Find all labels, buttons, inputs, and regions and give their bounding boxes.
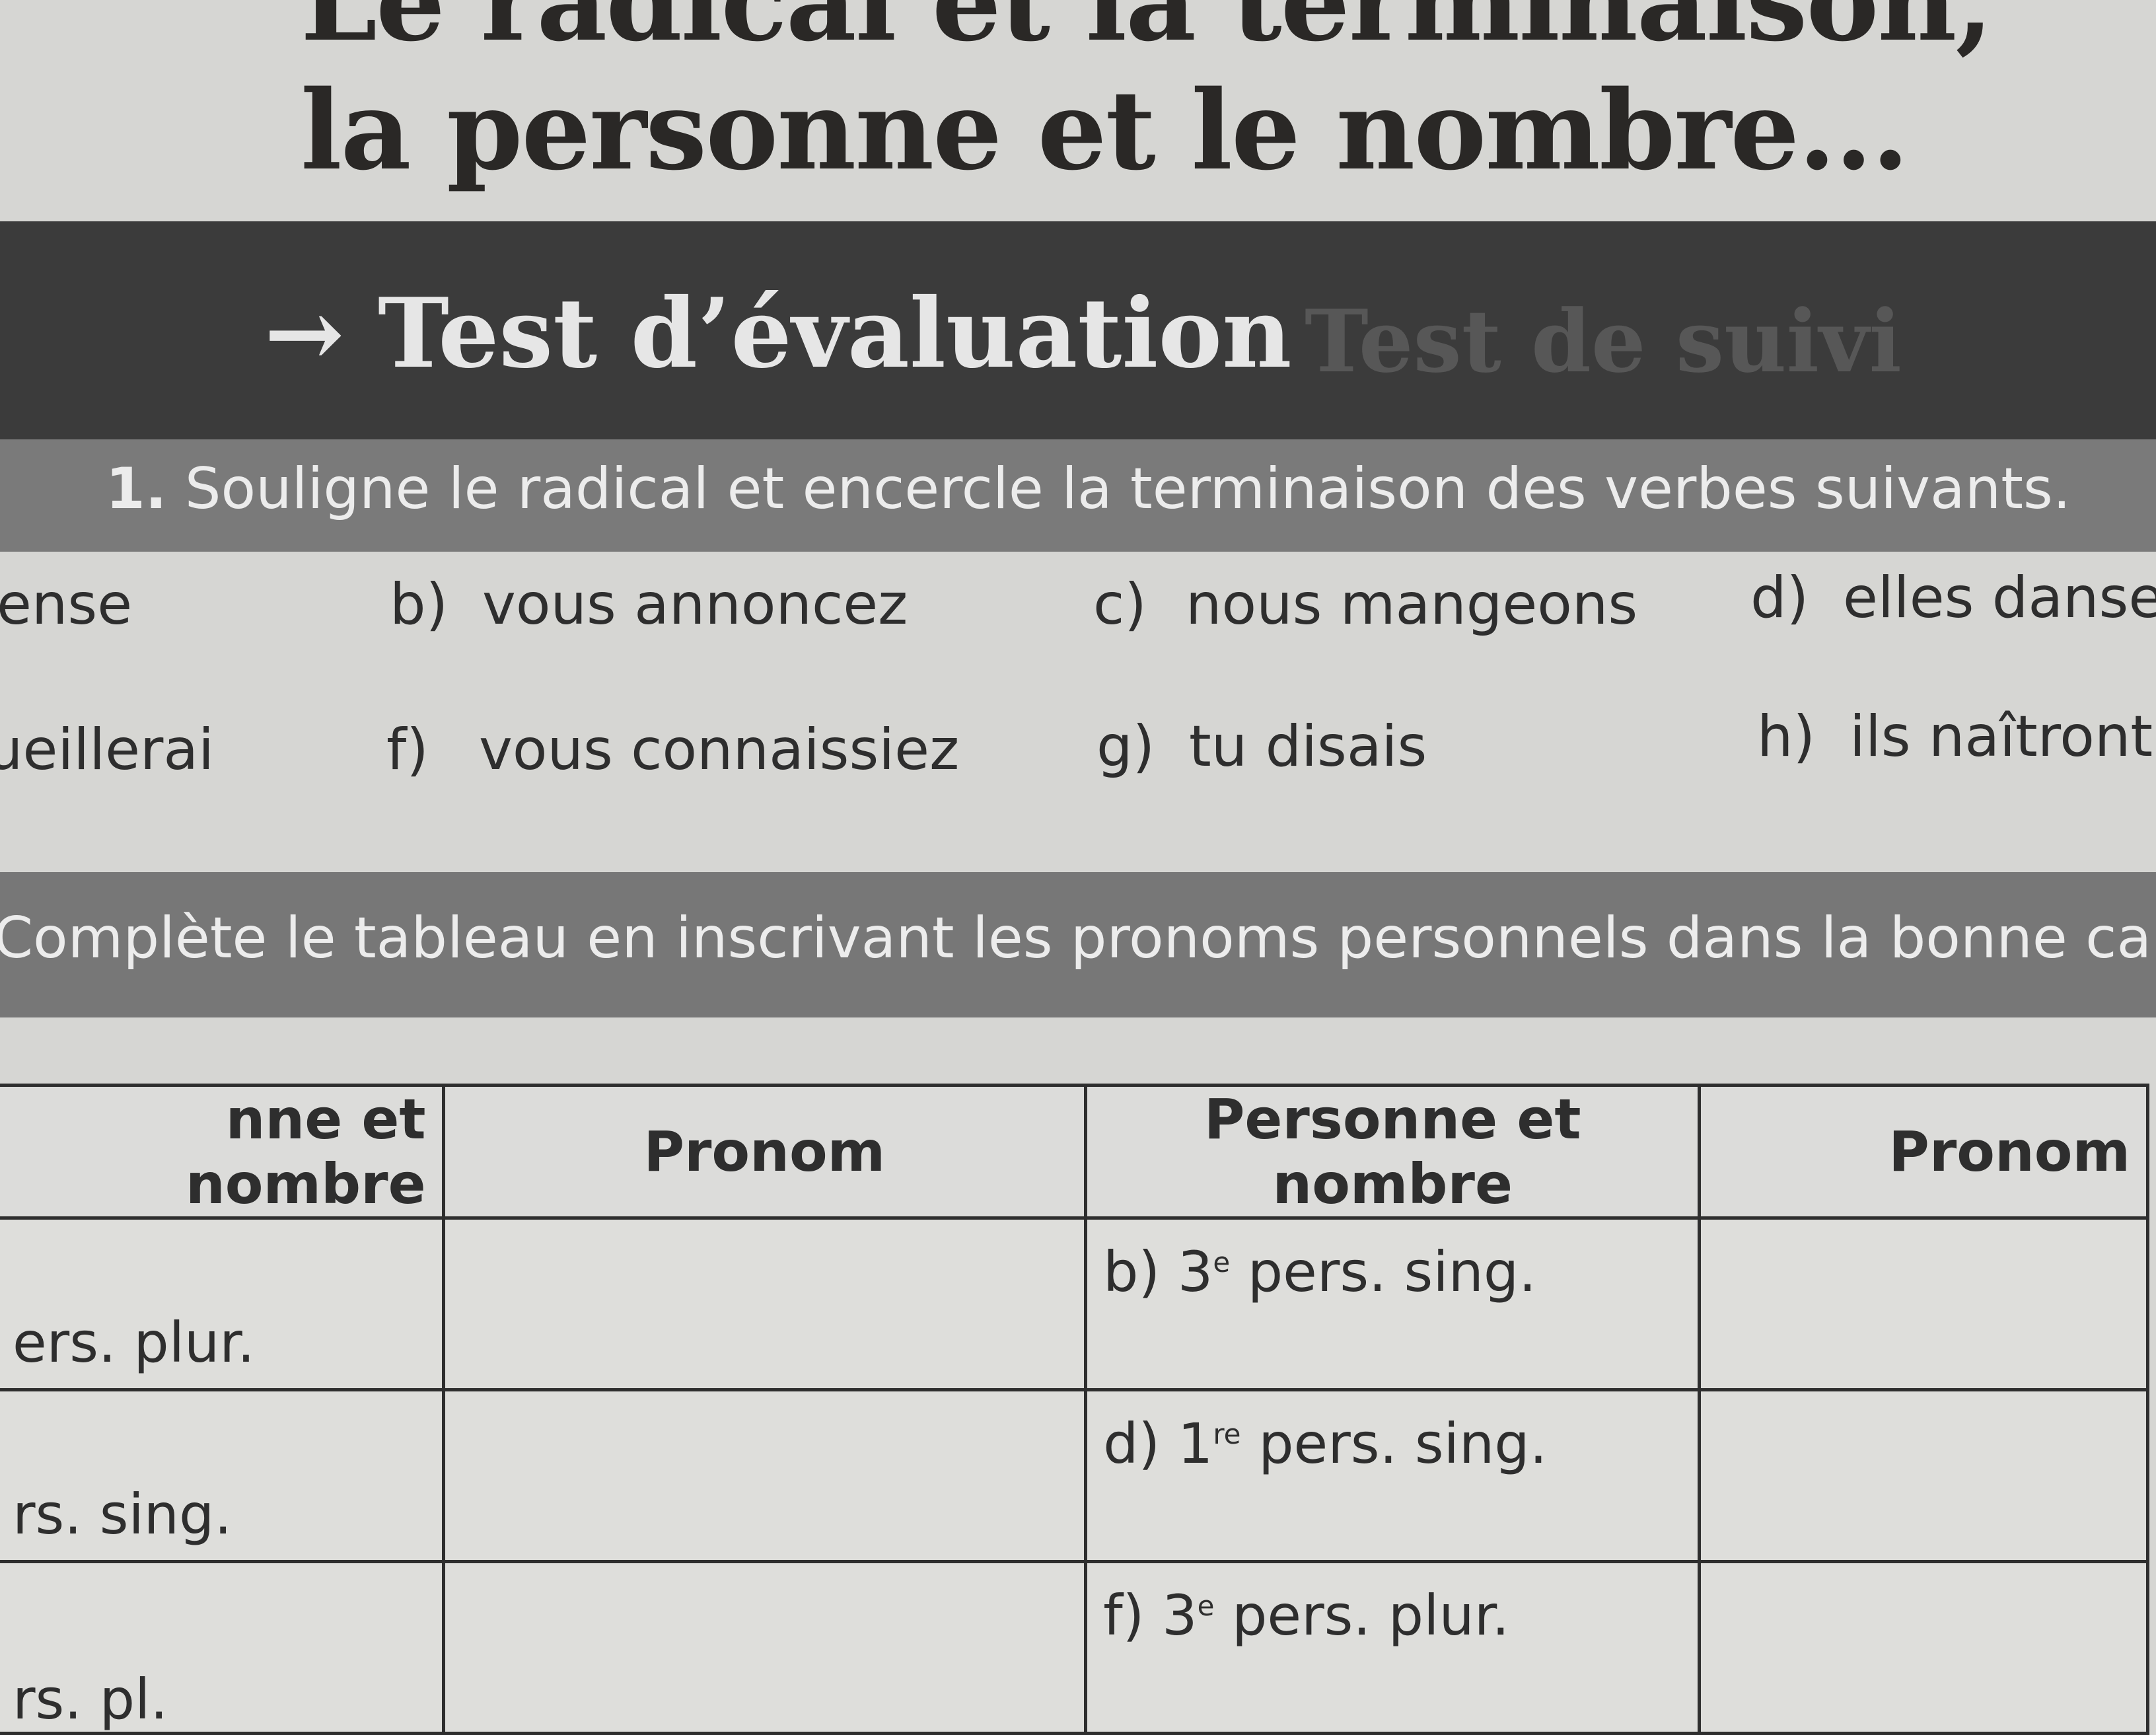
header-pronom: Pronom: [441, 1084, 1088, 1220]
pronoun-input-cell[interactable]: [441, 1216, 1088, 1391]
person-cell: f) 3e pers. plur.: [1084, 1560, 1702, 1735]
person-cell: b) 3e pers. sing.: [1084, 1216, 1702, 1391]
tab-test-evaluation[interactable]: → Test d’évaluation: [264, 277, 1292, 390]
person-cell: rs. sing.: [0, 1388, 445, 1563]
tab-bar: [0, 221, 2156, 439]
table-row: ers. plur. b) 3e pers. sing.: [0, 1216, 2149, 1391]
pronoun-input-cell[interactable]: [1698, 1388, 2149, 1563]
pronoun-input-cell[interactable]: [441, 1560, 1088, 1735]
list-item: ueillerai: [0, 717, 214, 783]
title-line-1: Le radical et la terminaison,: [301, 0, 1994, 65]
title-line-2: la personne et le nombre...: [301, 66, 1910, 194]
exercise-1-header: [0, 439, 2156, 552]
tab-test-suivi[interactable]: Test de suivi: [1305, 291, 1902, 392]
list-item: g) tu disais: [1096, 714, 1427, 780]
exercise-1-instruction: 1. Souligne le radical et encercle la te…: [106, 456, 2071, 522]
pronoun-input-cell[interactable]: [1698, 1560, 2149, 1735]
header-personne-nombre: Personne et nombre: [1084, 1084, 1702, 1220]
person-cell: d) 1re pers. sing.: [1084, 1388, 1702, 1563]
list-item: c) nous mangeons: [1093, 572, 1638, 638]
table-row: rs. pl. f) 3e pers. plur.: [0, 1560, 2149, 1735]
header-pronom: Pronom: [1698, 1084, 2149, 1220]
table-header-row: nne et nombre Pronom Personne et nombre …: [0, 1084, 2149, 1220]
exercise-2-instruction: Complète le tableau en inscrivant les pr…: [0, 905, 2152, 971]
arrow-right-icon: →: [264, 277, 345, 390]
list-item: f) vous connaissiez: [386, 717, 960, 783]
exercise-2-header: [0, 872, 2156, 1017]
list-item: h) ils naîtront: [1757, 704, 2153, 770]
list-item: d)elles dansen: [1750, 565, 2156, 631]
person-cell: ers. plur.: [0, 1216, 445, 1391]
list-item: ense: [0, 572, 133, 638]
pronoun-input-cell[interactable]: [441, 1388, 1088, 1563]
table-row: rs. sing. d) 1re pers. sing.: [0, 1388, 2149, 1563]
header-personne-nombre: nne et nombre: [0, 1084, 445, 1220]
pronoun-table: nne et nombre Pronom Personne et nombre …: [0, 1084, 2149, 1735]
list-item: b) vous annoncez: [390, 572, 908, 638]
person-cell: rs. pl.: [0, 1560, 445, 1735]
pronoun-input-cell[interactable]: [1698, 1216, 2149, 1391]
